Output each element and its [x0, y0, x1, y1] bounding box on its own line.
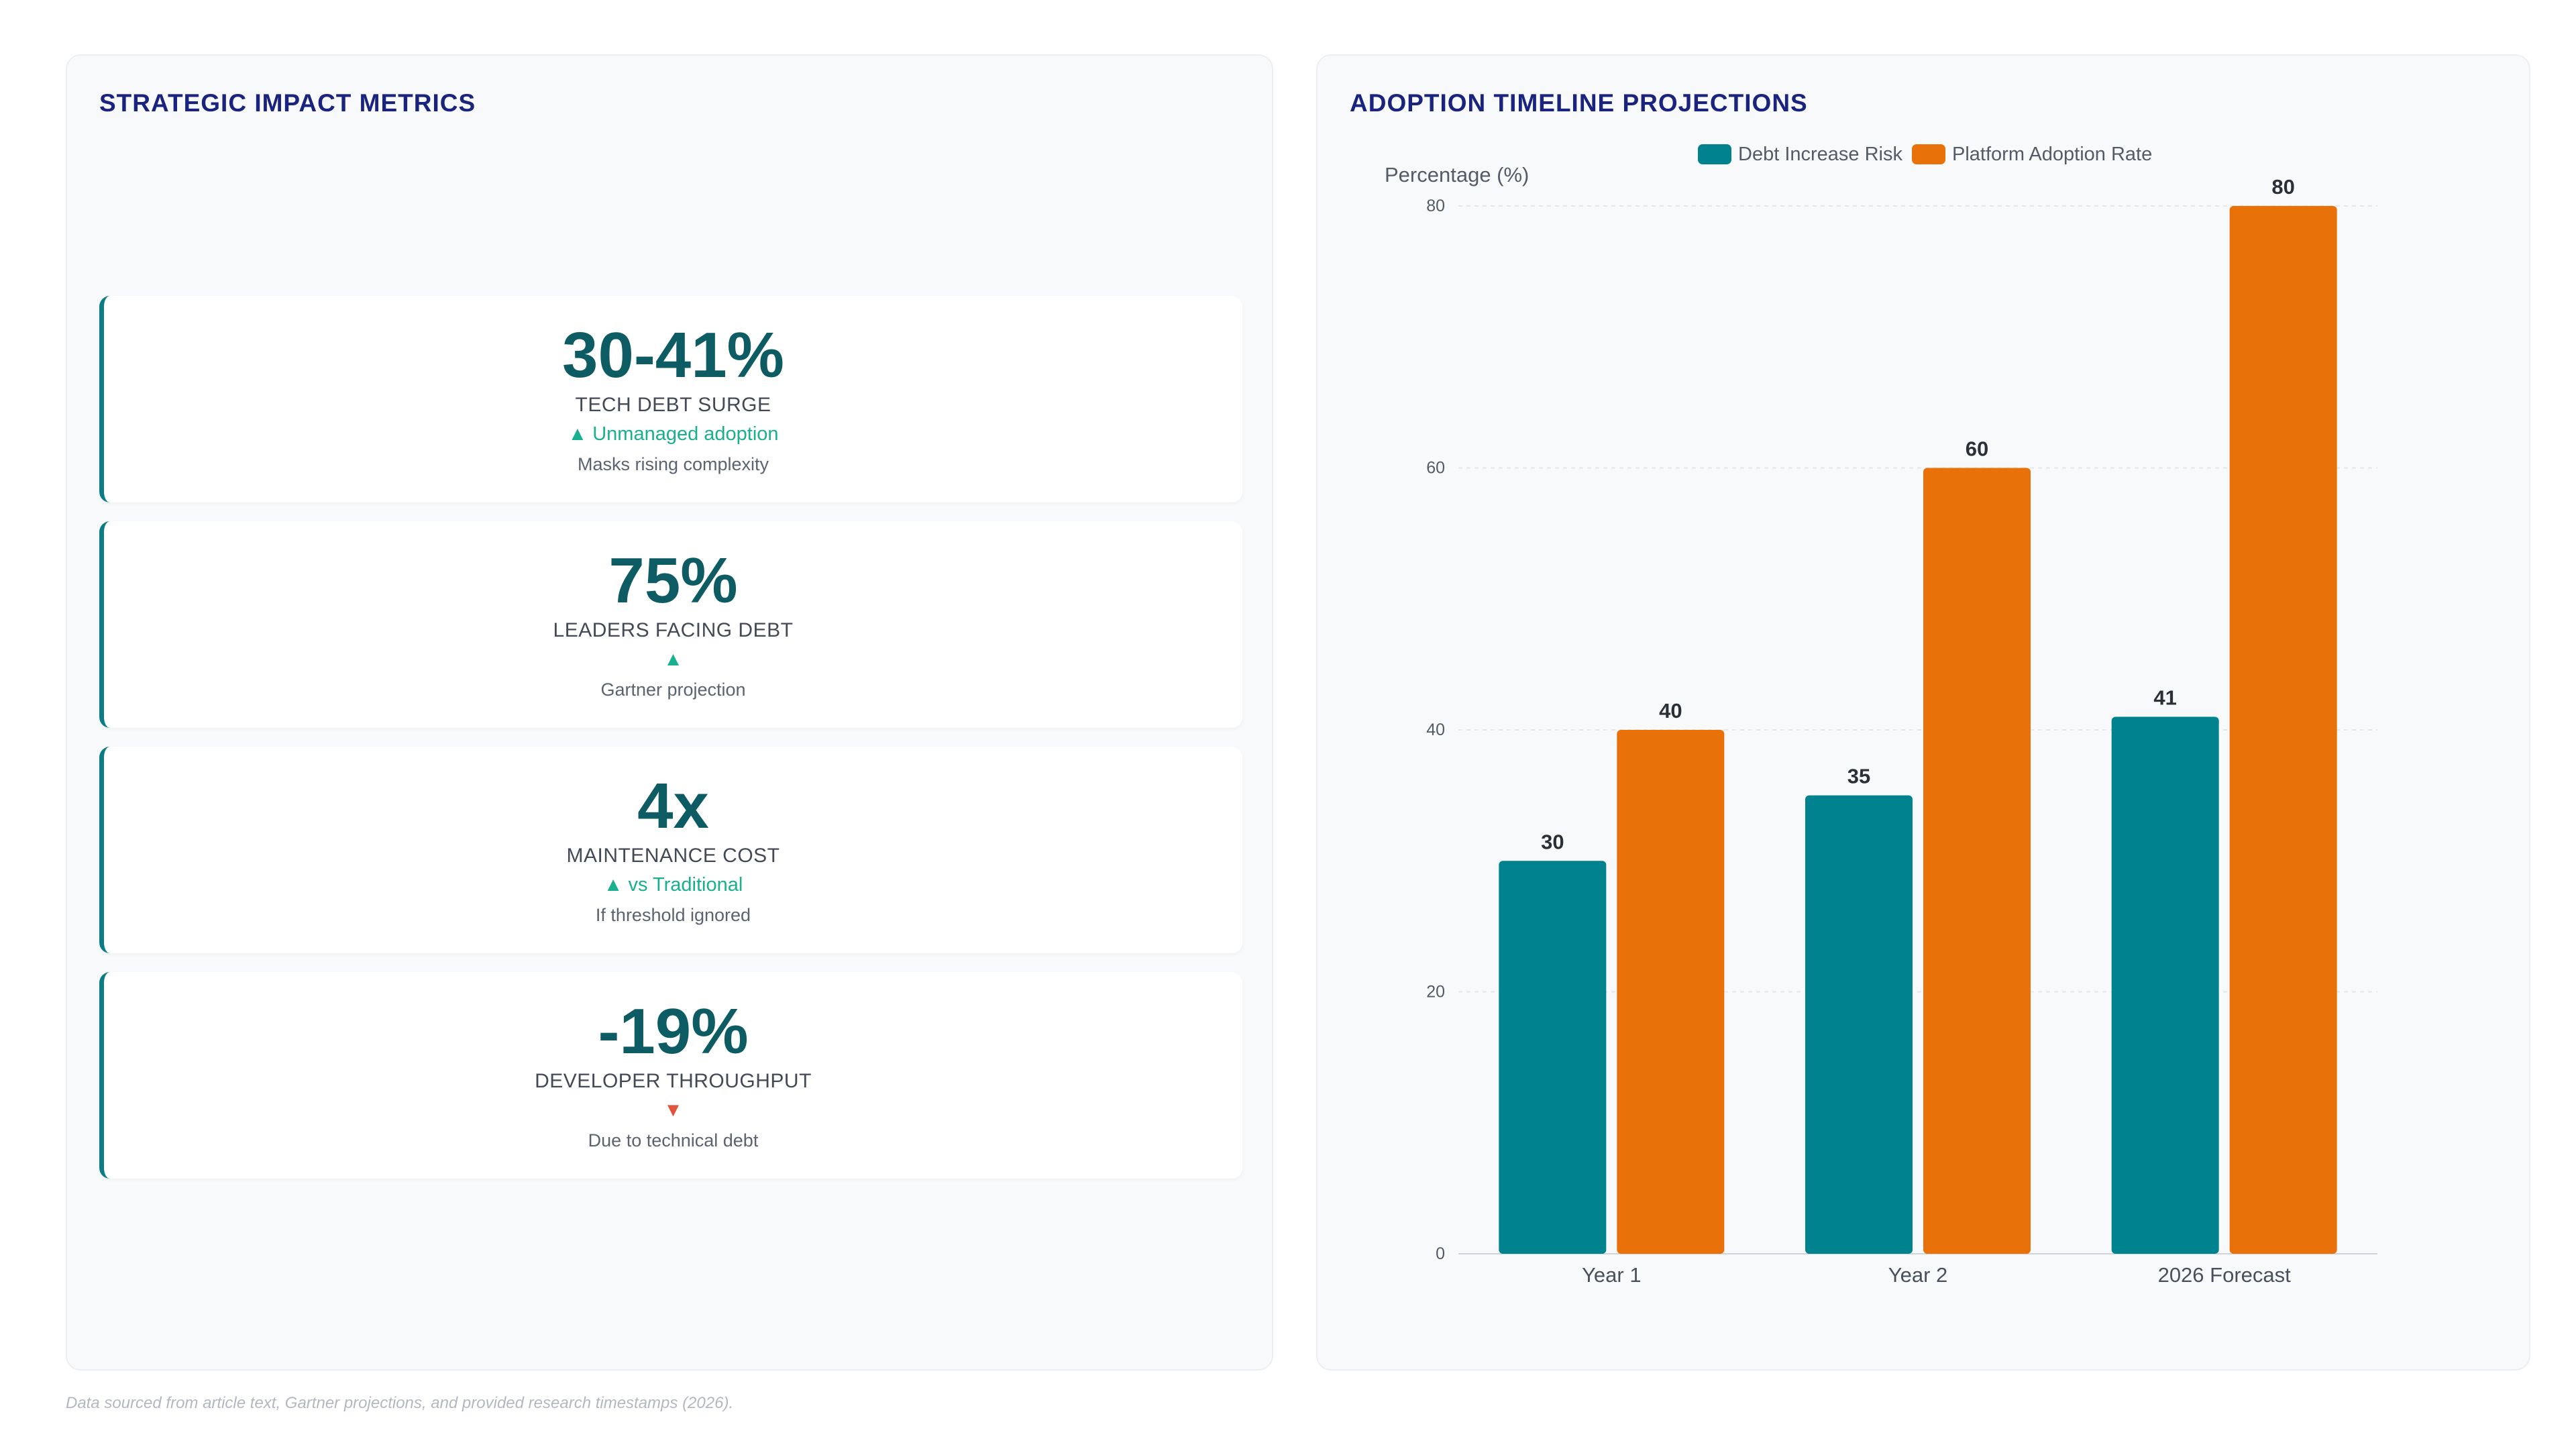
- bar: [1499, 861, 1607, 1254]
- data-label: 60: [1966, 437, 1988, 461]
- bar: [1805, 795, 1913, 1254]
- bar: [2229, 206, 2337, 1254]
- metrics-panel: STRATEGIC IMPACT METRICS 30-41% TECH DEB…: [66, 54, 1273, 1371]
- metric-note: Masks rising complexity: [577, 454, 769, 474]
- chart-panel: ADOPTION TIMELINE PROJECTIONS 0 20 40 60 80 P…: [1316, 54, 2530, 1371]
- legend-label: Debt Increase Risk: [1738, 144, 1902, 165]
- metric-card-leaders: 75% LEADERS FACING DEBT ▲ Gartner projec…: [99, 521, 1242, 728]
- metric-note: Gartner projection: [600, 680, 746, 700]
- y-tick-label: 20: [1426, 983, 1445, 1002]
- metric-card-throughput: -19% DEVELOPER THROUGHPUT ▼ Due to techn…: [99, 972, 1242, 1179]
- legend-swatch: [1912, 144, 1945, 164]
- data-label: 35: [1847, 765, 1870, 788]
- legend-swatch: [1698, 144, 1731, 164]
- y-tick-label: 0: [1436, 1244, 1445, 1263]
- metric-trend: ▲: [663, 649, 683, 670]
- data-label: 30: [1541, 830, 1564, 853]
- x-tick-label: Year 2: [1888, 1263, 1948, 1287]
- bar: [1923, 468, 2031, 1254]
- metric-label: LEADERS FACING DEBT: [553, 619, 794, 641]
- y-axis-title: Percentage (%): [1385, 163, 1529, 186]
- metric-value: 30-41%: [562, 319, 784, 391]
- bar: [1617, 730, 1725, 1254]
- metrics-panel-title: STRATEGIC IMPACT METRICS: [99, 89, 476, 117]
- metric-value: -19%: [598, 996, 749, 1067]
- metric-value: 4x: [637, 770, 709, 842]
- x-tick-label: Year 1: [1582, 1263, 1642, 1287]
- data-label: 40: [1659, 699, 1682, 722]
- data-label: 80: [2271, 175, 2294, 199]
- metric-value: 75%: [608, 545, 738, 616]
- metric-label: DEVELOPER THROUGHPUT: [535, 1070, 812, 1092]
- footnote: Data sourced from article text, Gartner …: [66, 1394, 734, 1412]
- metric-card-tech-debt: 30-41% TECH DEBT SURGE ▲ Unmanaged adopt…: [99, 296, 1242, 502]
- metric-card-maintenance: 4x MAINTENANCE COST ▲ vs Traditional If …: [99, 747, 1242, 953]
- bar-chart: 0 20 40 60 80 Percentage (%) Debt Increase Ris…: [1385, 144, 2377, 1287]
- metric-trend: ▲ vs Traditional: [603, 874, 743, 896]
- y-tick-label: 40: [1426, 720, 1445, 739]
- chart-panel-title: ADOPTION TIMELINE PROJECTIONS: [1350, 89, 1808, 117]
- data-label: 41: [2153, 686, 2176, 709]
- x-tick-label: 2026 Forecast: [2158, 1263, 2292, 1287]
- y-tick-label: 60: [1426, 459, 1445, 478]
- legend-label: Platform Adoption Rate: [1952, 144, 2152, 165]
- metric-note: If threshold ignored: [595, 905, 751, 925]
- metric-note: Due to technical debt: [588, 1130, 759, 1150]
- metric-label: TECH DEBT SURGE: [575, 394, 771, 416]
- metric-label: MAINTENANCE COST: [566, 845, 780, 867]
- metric-trend: ▲ Unmanaged adoption: [568, 423, 779, 445]
- y-tick-label: 80: [1426, 197, 1445, 215]
- metric-trend: ▼: [663, 1099, 683, 1121]
- bar: [2111, 716, 2219, 1254]
